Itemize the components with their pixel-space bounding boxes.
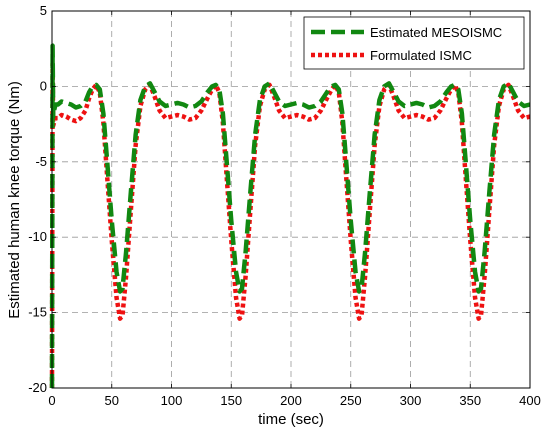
x-tick-label: 400 xyxy=(519,393,541,408)
x-tick-label: 300 xyxy=(400,393,422,408)
series-line-estimated-mesoismc xyxy=(49,43,531,389)
y-tick-label: 0 xyxy=(40,78,47,93)
x-tick-label: 200 xyxy=(280,393,302,408)
x-tick-labels: 0 50 100 150 200 250 300 350 400 xyxy=(48,393,540,408)
legend-label-estimated-mesoismc: Estimated MESOISMC xyxy=(370,25,502,40)
tick-marks xyxy=(51,10,531,389)
x-tick-label: 100 xyxy=(161,393,183,408)
y-tick-label: 5 xyxy=(40,3,47,18)
y-tick-labels: 5 0 -5 -10 -15 -20 xyxy=(28,3,47,395)
y-axis-label: Estimated human knee torque (Nm) xyxy=(6,81,23,319)
grid-lines xyxy=(52,11,530,388)
x-axis-label: time (sec) xyxy=(258,411,324,428)
y-tick-label: -10 xyxy=(28,229,47,244)
legend: Estimated MESOISMC Formulated ISMC xyxy=(303,16,525,70)
y-tick-label: -20 xyxy=(28,380,47,395)
legend-label-formulated-ismc: Formulated ISMC xyxy=(370,48,472,63)
x-tick-label: 350 xyxy=(459,393,481,408)
y-tick-label: -15 xyxy=(28,305,47,320)
y-tick-label: -5 xyxy=(35,154,47,169)
x-tick-label: 50 xyxy=(105,393,119,408)
x-tick-label: 150 xyxy=(220,393,242,408)
series-group xyxy=(49,43,531,389)
legend-box xyxy=(303,16,525,70)
x-tick-label: 0 xyxy=(48,393,55,408)
x-tick-label: 250 xyxy=(340,393,362,408)
